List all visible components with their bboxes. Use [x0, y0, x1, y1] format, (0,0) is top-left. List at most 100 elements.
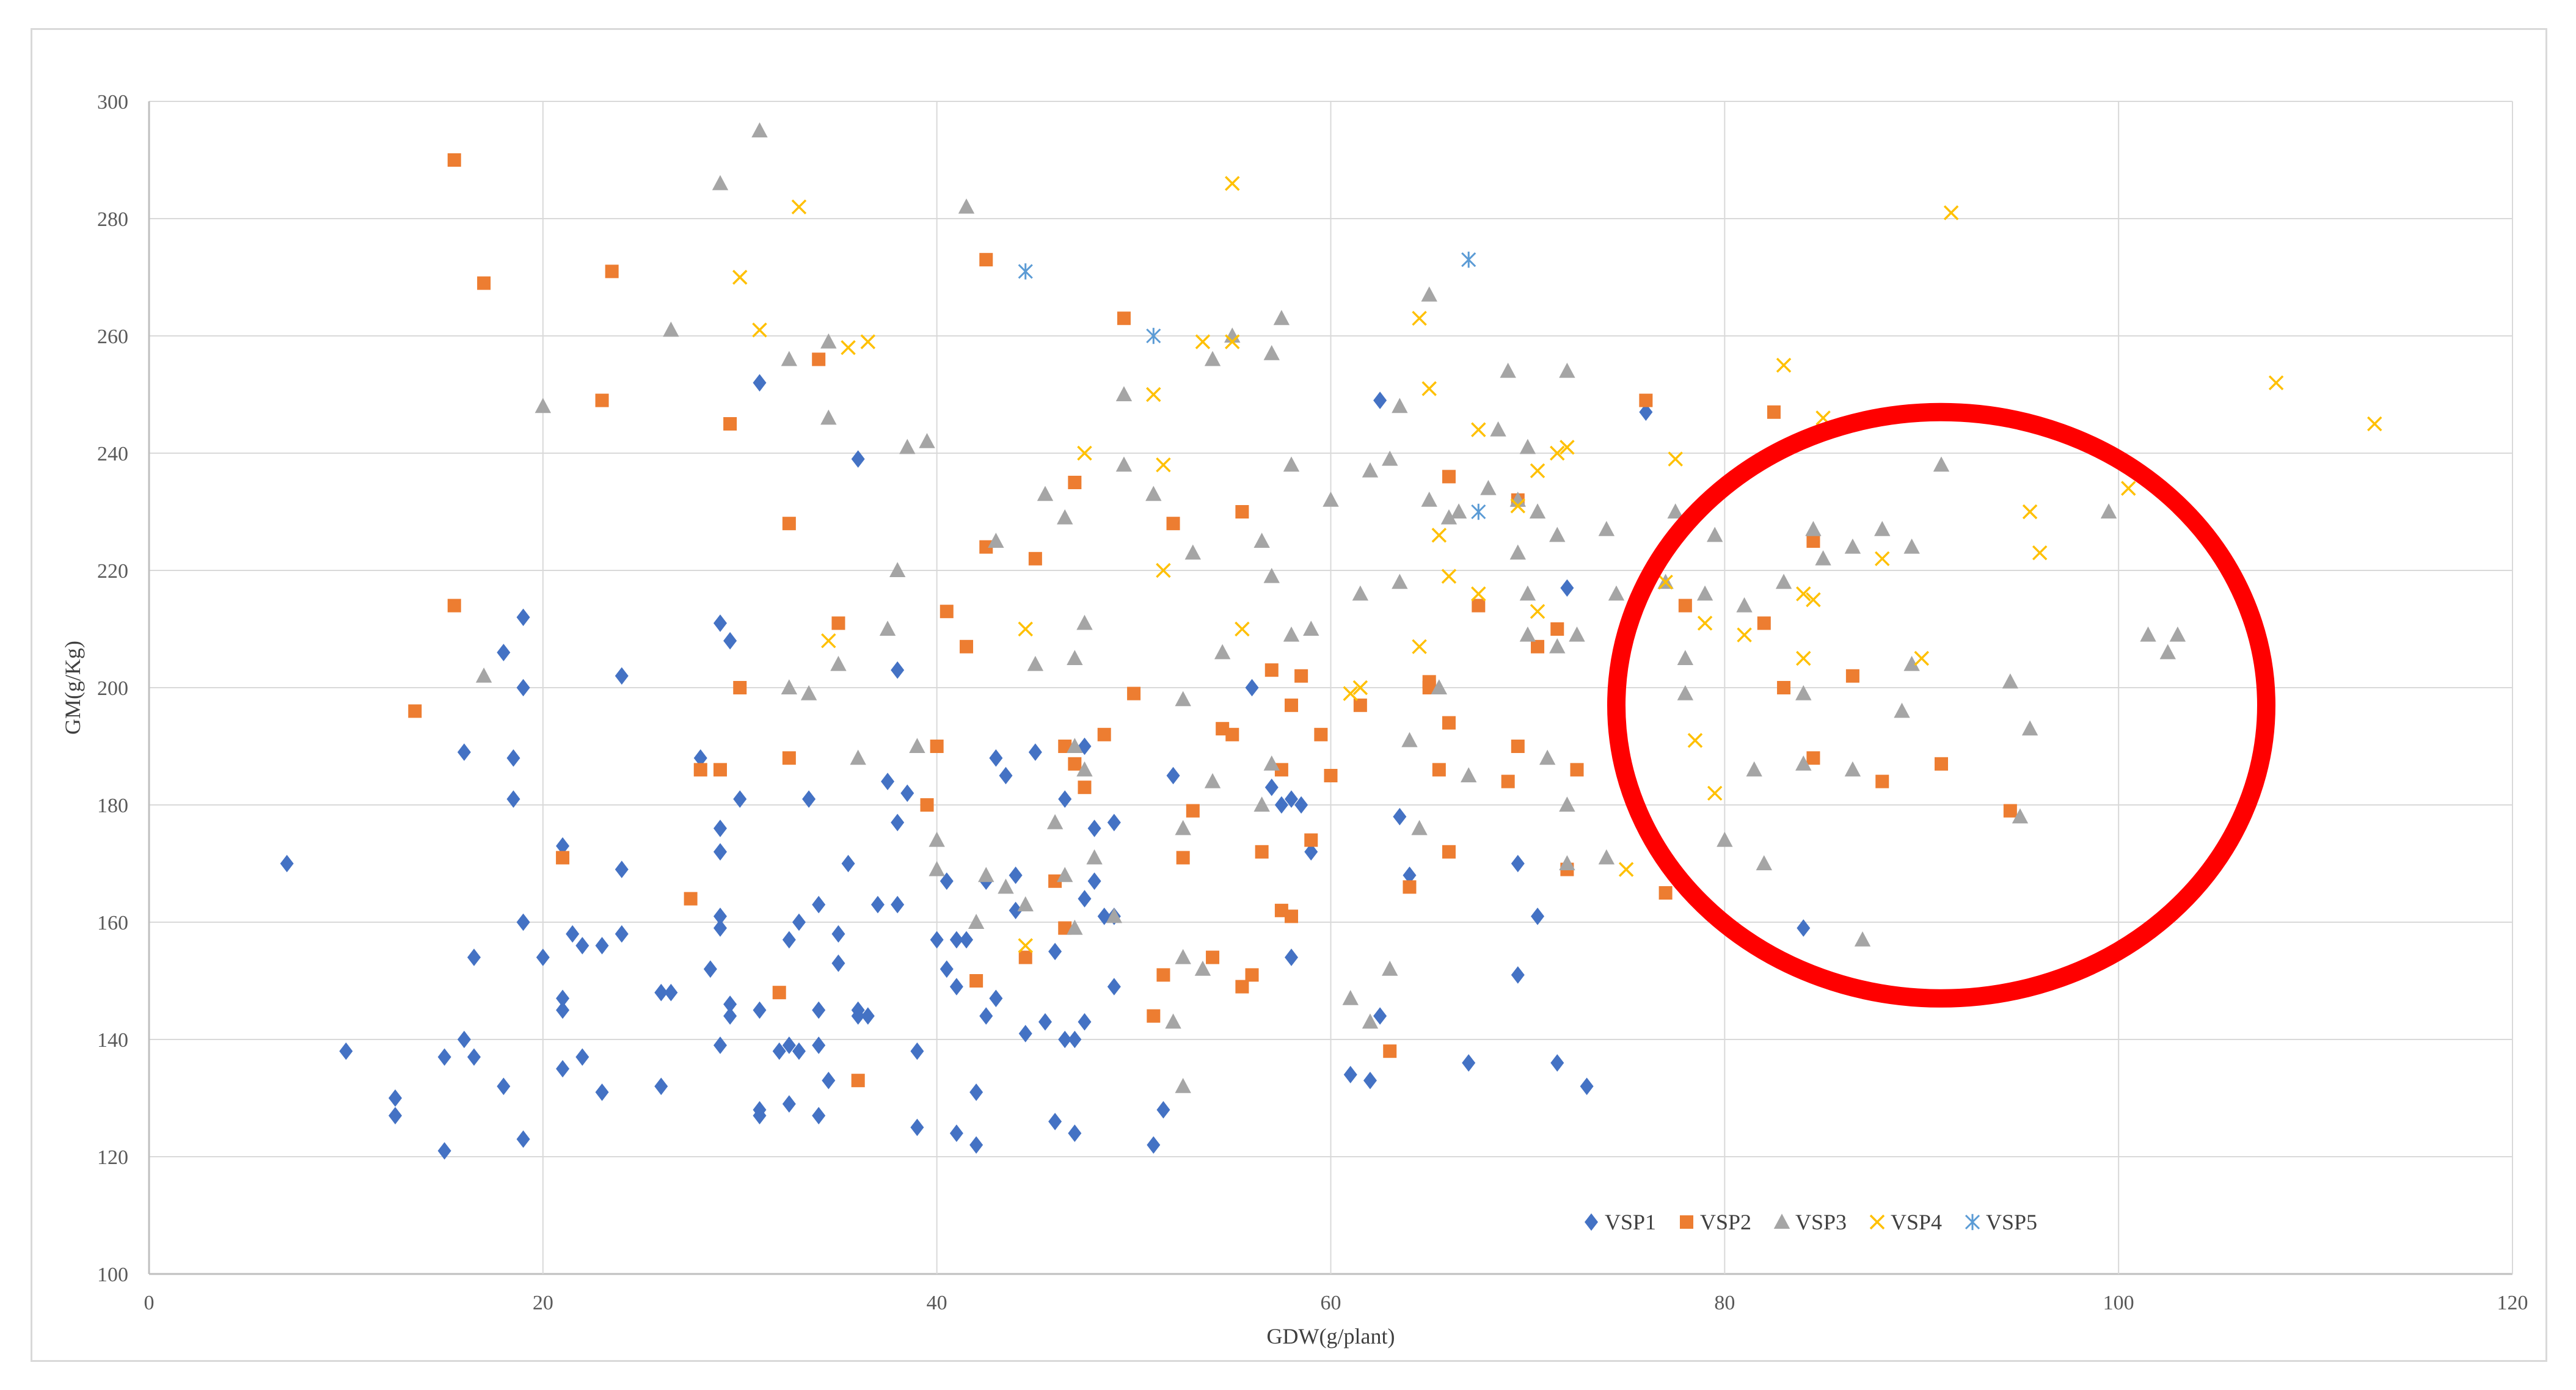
data-point — [556, 1060, 570, 1078]
data-point — [1018, 263, 1033, 280]
data-point — [664, 983, 678, 1002]
data-point — [1382, 961, 1398, 976]
data-point — [930, 740, 944, 753]
data-point — [1668, 451, 1683, 467]
data-point — [920, 798, 934, 812]
data-point — [1411, 820, 1428, 835]
data-point — [615, 667, 629, 685]
data-point — [910, 1118, 924, 1137]
data-point — [1274, 763, 1288, 777]
data-point — [753, 1107, 767, 1125]
data-point — [1048, 1113, 1062, 1130]
data-point — [556, 851, 570, 865]
data-point — [782, 1036, 796, 1054]
legend-marker — [1680, 1215, 1693, 1229]
data-point — [1530, 603, 1545, 619]
data-point — [1353, 698, 1367, 712]
data-point — [1530, 463, 1545, 479]
data-point — [861, 1007, 875, 1025]
data-point — [1175, 948, 1191, 964]
data-point — [1146, 387, 1161, 402]
data-point — [1519, 626, 1536, 642]
data-point — [831, 954, 845, 972]
data-point — [1460, 767, 1477, 782]
data-point — [1156, 968, 1170, 982]
legend-item-vsp4: VSP4 — [1869, 1210, 1942, 1234]
data-point — [1235, 505, 1249, 519]
data-point — [1018, 621, 1033, 637]
data-point — [1115, 456, 1133, 472]
data-point — [1903, 655, 1920, 671]
data-point — [1156, 457, 1171, 473]
data-point — [1362, 1013, 1379, 1029]
y-tick-label: 140 — [97, 1029, 128, 1052]
data-point — [772, 1042, 786, 1060]
data-point — [1854, 931, 1871, 947]
series-vsp5 — [1018, 252, 1486, 520]
data-point — [1058, 1030, 1072, 1049]
data-point — [1737, 627, 1752, 642]
x-axis-title: GDW(g/plant) — [1267, 1324, 1395, 1348]
data-point — [506, 790, 520, 808]
data-point — [1175, 691, 1191, 707]
y-tick-label: 260 — [97, 326, 128, 348]
data-point — [1442, 845, 1456, 859]
data-point — [1264, 663, 1279, 677]
data-point — [1431, 679, 1448, 694]
data-point — [1373, 391, 1387, 409]
data-point — [782, 517, 796, 531]
data-point — [1285, 698, 1299, 712]
data-point — [1639, 403, 1653, 421]
data-point — [781, 351, 798, 366]
data-point — [998, 878, 1014, 894]
data-point — [1403, 866, 1417, 884]
data-point — [693, 749, 707, 767]
data-point — [723, 1007, 737, 1025]
data-point — [2032, 545, 2048, 561]
data-point — [408, 704, 422, 718]
data-point — [1501, 774, 1515, 788]
data-point — [1184, 544, 1202, 560]
data-point — [1204, 351, 1221, 366]
data-point — [1529, 503, 1546, 519]
data-point — [1667, 503, 1684, 519]
data-point — [1166, 517, 1180, 531]
data-point — [2140, 626, 2156, 642]
data-point — [1285, 909, 1299, 923]
data-point — [1263, 567, 1280, 583]
data-point — [1511, 854, 1525, 873]
data-point — [1471, 586, 1486, 602]
data-point — [831, 616, 845, 630]
data-point — [1147, 1136, 1161, 1154]
data-point — [1048, 942, 1062, 961]
data-point — [889, 562, 906, 577]
data-point — [1107, 978, 1121, 995]
data-point — [280, 854, 294, 873]
data-point — [1658, 886, 1673, 900]
data-point — [1933, 456, 1950, 472]
data-point — [1048, 874, 1062, 888]
data-point — [1844, 538, 1861, 554]
data-point — [1618, 862, 1634, 877]
data-point — [1235, 980, 1249, 994]
data-point — [940, 605, 954, 619]
data-point — [516, 608, 530, 627]
y-tick-label: 280 — [97, 208, 128, 231]
data-point — [752, 322, 767, 338]
data-point — [2002, 673, 2019, 689]
data-point — [1490, 421, 1506, 437]
data-point — [1068, 757, 1082, 771]
data-point — [812, 352, 826, 366]
data-point — [1717, 831, 1733, 847]
legend-marker — [1585, 1213, 1598, 1231]
data-point — [1440, 509, 1458, 525]
data-point — [978, 867, 994, 882]
data-point — [1403, 880, 1417, 894]
data-point — [1510, 498, 1526, 514]
legend-label: VSP2 — [1700, 1210, 1751, 1234]
data-point — [1343, 686, 1358, 701]
data-point — [1195, 334, 1211, 349]
data-point — [1461, 252, 1476, 268]
data-point — [1531, 639, 1545, 653]
data-point — [556, 989, 570, 1008]
